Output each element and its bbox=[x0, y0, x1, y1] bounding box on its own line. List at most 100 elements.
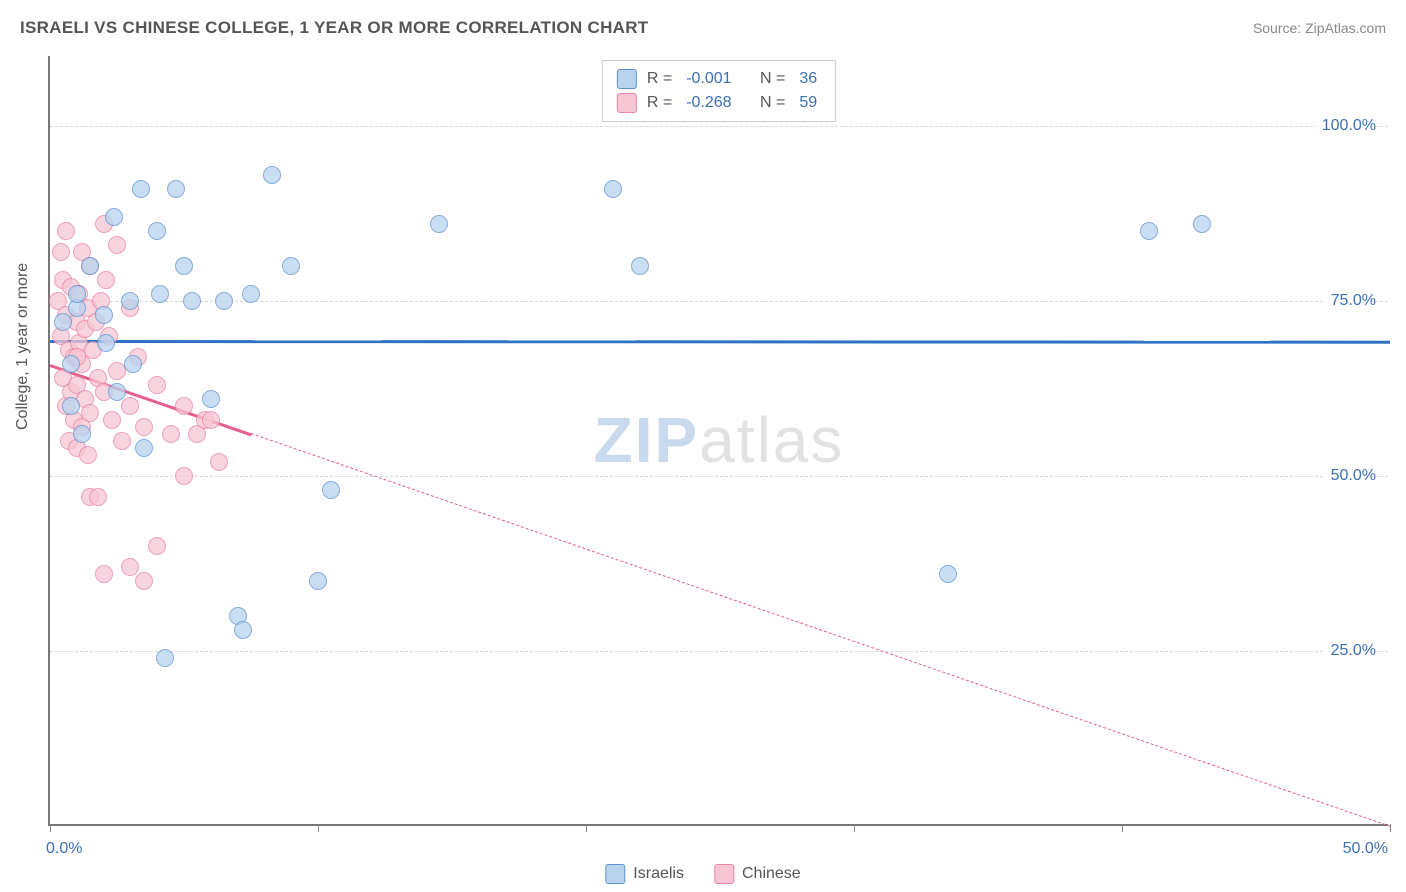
data-point-israelis bbox=[97, 334, 115, 352]
data-point-israelis bbox=[68, 285, 86, 303]
source-link[interactable]: ZipAtlas.com bbox=[1305, 20, 1386, 36]
data-point-israelis bbox=[1140, 222, 1158, 240]
data-point-chinese bbox=[210, 453, 228, 471]
r-label: R = bbox=[647, 70, 672, 88]
n-label: N = bbox=[760, 70, 785, 88]
data-point-chinese bbox=[113, 432, 131, 450]
data-point-chinese bbox=[148, 376, 166, 394]
x-tick bbox=[586, 824, 587, 832]
data-point-chinese bbox=[89, 488, 107, 506]
legend-label: Israelis bbox=[633, 865, 684, 883]
r-value: -0.268 bbox=[686, 94, 731, 112]
data-point-israelis bbox=[62, 397, 80, 415]
data-point-chinese bbox=[148, 537, 166, 555]
data-point-chinese bbox=[81, 404, 99, 422]
y-tick-label: 100.0% bbox=[1316, 117, 1376, 135]
data-point-chinese bbox=[103, 411, 121, 429]
data-point-chinese bbox=[202, 411, 220, 429]
data-point-israelis bbox=[156, 649, 174, 667]
data-point-israelis bbox=[282, 257, 300, 275]
source-attribution: Source: ZipAtlas.com bbox=[1253, 20, 1386, 36]
legend-item-chinese: Chinese bbox=[714, 864, 801, 884]
data-point-israelis bbox=[263, 166, 281, 184]
x-tick bbox=[50, 824, 51, 832]
regression-line bbox=[50, 340, 1390, 344]
data-point-chinese bbox=[108, 236, 126, 254]
watermark-zip: ZIP bbox=[594, 404, 700, 476]
header: ISRAELI VS CHINESE COLLEGE, 1 YEAR OR MO… bbox=[0, 0, 1406, 48]
data-point-israelis bbox=[604, 180, 622, 198]
correlation-stats-box: R = -0.001 N = 36 R = -0.268 N = 59 bbox=[602, 60, 836, 122]
x-tick bbox=[854, 824, 855, 832]
data-point-israelis bbox=[202, 390, 220, 408]
data-point-israelis bbox=[631, 257, 649, 275]
data-point-israelis bbox=[54, 313, 72, 331]
data-point-israelis bbox=[151, 285, 169, 303]
data-point-chinese bbox=[175, 467, 193, 485]
data-point-israelis bbox=[430, 215, 448, 233]
data-point-chinese bbox=[121, 558, 139, 576]
y-tick-label: 25.0% bbox=[1325, 642, 1376, 660]
data-point-israelis bbox=[121, 292, 139, 310]
data-point-chinese bbox=[121, 397, 139, 415]
regression-line bbox=[251, 433, 1390, 827]
r-value: -0.001 bbox=[686, 70, 731, 88]
data-point-chinese bbox=[95, 565, 113, 583]
data-point-chinese bbox=[135, 418, 153, 436]
data-point-israelis bbox=[322, 481, 340, 499]
data-point-israelis bbox=[81, 257, 99, 275]
data-point-chinese bbox=[97, 271, 115, 289]
stats-swatch-israelis bbox=[617, 69, 637, 89]
data-point-israelis bbox=[135, 439, 153, 457]
stats-row: R = -0.268 N = 59 bbox=[617, 91, 821, 115]
stats-swatch-chinese bbox=[617, 93, 637, 113]
series-legend: Israelis Chinese bbox=[605, 864, 800, 884]
gridline bbox=[50, 651, 1388, 652]
data-point-israelis bbox=[183, 292, 201, 310]
data-point-israelis bbox=[939, 565, 957, 583]
gridline bbox=[50, 476, 1388, 477]
data-point-israelis bbox=[148, 222, 166, 240]
chart-title: ISRAELI VS CHINESE COLLEGE, 1 YEAR OR MO… bbox=[20, 18, 648, 38]
n-label: N = bbox=[760, 94, 785, 112]
data-point-chinese bbox=[79, 446, 97, 464]
watermark: ZIPatlas bbox=[594, 403, 845, 477]
x-axis-min-label: 0.0% bbox=[46, 840, 82, 858]
data-point-israelis bbox=[95, 306, 113, 324]
data-point-chinese bbox=[57, 222, 75, 240]
legend-label: Chinese bbox=[742, 865, 801, 883]
stats-row: R = -0.001 N = 36 bbox=[617, 67, 821, 91]
data-point-israelis bbox=[132, 180, 150, 198]
scatter-chart: ZIPatlas R = -0.001 N = 36 R = -0.268 N … bbox=[48, 56, 1388, 826]
watermark-atlas: atlas bbox=[699, 404, 844, 476]
data-point-israelis bbox=[215, 292, 233, 310]
gridline bbox=[50, 126, 1388, 127]
y-tick-label: 75.0% bbox=[1325, 292, 1376, 310]
data-point-israelis bbox=[309, 572, 327, 590]
data-point-chinese bbox=[52, 243, 70, 261]
data-point-israelis bbox=[175, 257, 193, 275]
r-label: R = bbox=[647, 94, 672, 112]
n-value: 59 bbox=[799, 94, 817, 112]
x-tick bbox=[318, 824, 319, 832]
y-tick-label: 50.0% bbox=[1325, 467, 1376, 485]
data-point-chinese bbox=[135, 572, 153, 590]
legend-swatch-israelis bbox=[605, 864, 625, 884]
data-point-israelis bbox=[105, 208, 123, 226]
legend-swatch-chinese bbox=[714, 864, 734, 884]
data-point-israelis bbox=[234, 621, 252, 639]
y-axis-label: College, 1 year or more bbox=[14, 263, 32, 430]
source-prefix: Source: bbox=[1253, 20, 1305, 36]
legend-item-israelis: Israelis bbox=[605, 864, 684, 884]
x-axis-max-label: 50.0% bbox=[1343, 840, 1388, 858]
data-point-israelis bbox=[62, 355, 80, 373]
data-point-israelis bbox=[167, 180, 185, 198]
data-point-israelis bbox=[1193, 215, 1211, 233]
data-point-israelis bbox=[73, 425, 91, 443]
data-point-israelis bbox=[124, 355, 142, 373]
data-point-chinese bbox=[175, 397, 193, 415]
data-point-chinese bbox=[162, 425, 180, 443]
data-point-israelis bbox=[242, 285, 260, 303]
x-tick bbox=[1122, 824, 1123, 832]
n-value: 36 bbox=[799, 70, 817, 88]
